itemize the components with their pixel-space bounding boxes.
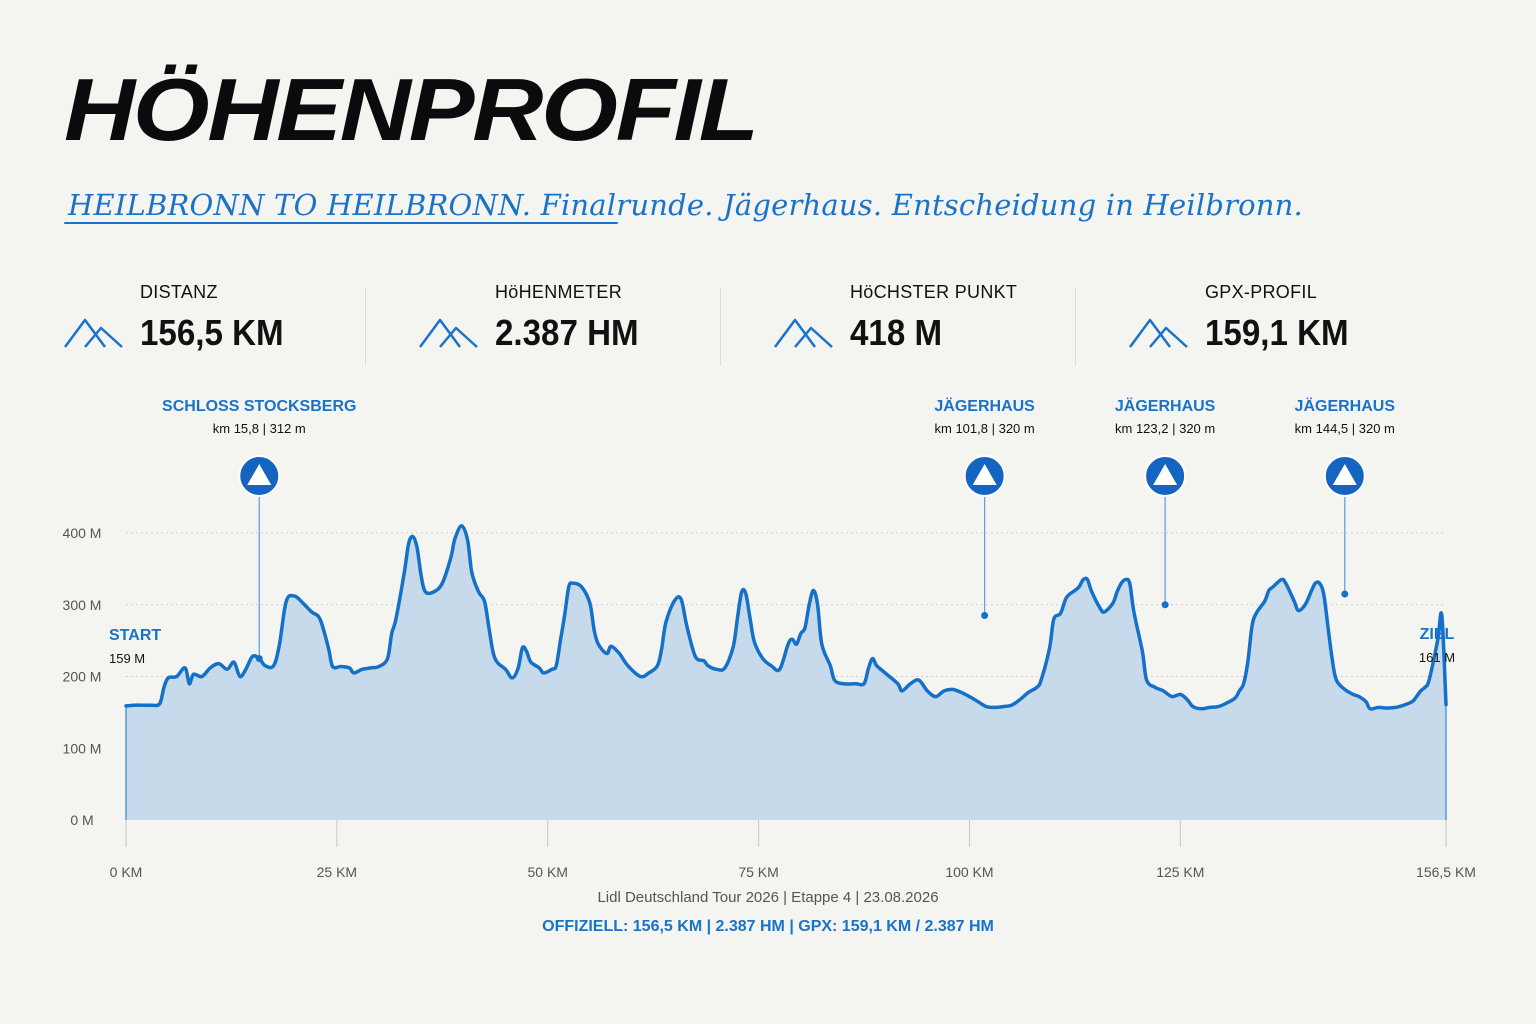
stats-bar: DISTANZ 156,5 KM HöHENMETER 2.387 HM HöC… (0, 278, 1536, 368)
stat-value: 156,5 KM (140, 312, 284, 353)
climb-point (981, 612, 989, 620)
mountain-icon (419, 318, 478, 348)
stat-divider (720, 288, 721, 366)
climb-point (255, 655, 263, 663)
y-tick-label: 0 M (70, 812, 93, 828)
triangle-icon (972, 464, 997, 485)
subtitle-underline (64, 222, 618, 224)
page-title: HÖHENPROFIL (64, 60, 759, 159)
mountain-icon (64, 318, 123, 348)
mountain-icon (1129, 318, 1188, 348)
y-tick-label: 100 M (63, 740, 102, 756)
x-tick-label: 156,5 KM (1416, 864, 1476, 880)
elevation-line (124, 524, 1448, 711)
y-tick-label: 300 M (63, 597, 102, 613)
y-tick-label: 400 M (63, 525, 102, 541)
finish-label: ZIEL (1420, 626, 1455, 643)
stat-label: DISTANZ (140, 282, 218, 302)
elevation-chart: 0 M 100 M 200 M 300 M 400 M 0 KM 25 KM 50 KM 75 … (63, 397, 1476, 880)
climb-point (1341, 590, 1349, 598)
x-tick-label: 75 KM (738, 864, 778, 880)
climb-name: JÄGERHAUS (934, 397, 1035, 415)
stat-value: 418 M (850, 312, 943, 353)
mountain-icon (774, 318, 833, 348)
x-tick-label: 100 KM (945, 864, 993, 880)
x-tick-label: 125 KM (1156, 864, 1204, 880)
climb-point (1161, 601, 1169, 609)
source-caption: Lidl Deutschland Tour 2026 | Etappe 4 | … (597, 889, 939, 906)
stat-distance: DISTANZ 156,5 KM (64, 278, 419, 366)
stat-label: HöCHSTER PUNKT (850, 282, 1018, 302)
stat-gpx-profile: GPX-PROFIL 159,1 KM (1129, 278, 1484, 366)
triangle-icon (1153, 464, 1178, 485)
stat-elevation-gain: HöHENMETER 2.387 HM (419, 278, 774, 366)
stat-highest-point: HöCHSTER PUNKT 418 M (774, 278, 1129, 366)
triangle-icon (1332, 464, 1357, 485)
finish-elevation-label: 161 M (1419, 650, 1455, 665)
x-tick-label: 0 KM (110, 864, 143, 880)
stat-value: 2.387 HM (495, 312, 639, 353)
stat-label: GPX-PROFIL (1205, 282, 1318, 302)
stat-divider (365, 288, 366, 366)
y-tick-label: 200 M (63, 669, 102, 685)
page-subtitle: HEILBRONN TO HEILBRONN. Finalrunde. Jäge… (68, 188, 1303, 222)
start-label: START (109, 627, 161, 644)
climb-name: JÄGERHAUS (1115, 397, 1216, 415)
climb-info: km 144,5 | 320 m (1295, 421, 1395, 436)
x-tick-label: 50 KM (527, 864, 567, 880)
climb-info: km 123,2 | 320 m (1115, 421, 1215, 436)
climb-info: km 15,8 | 312 m (213, 421, 306, 436)
official-stats: OFFIZIELL: 156,5 KM | 2.387 HM | GPX: 15… (542, 918, 994, 935)
triangle-icon (247, 464, 272, 485)
climb-name: JÄGERHAUS (1295, 397, 1396, 415)
start-elevation-label: 159 M (109, 651, 145, 666)
stat-value: 159,1 KM (1205, 312, 1349, 353)
climb-name: SCHLOSS STOCKSBERG (162, 398, 356, 415)
stat-divider (1075, 288, 1076, 366)
stat-label: HöHENMETER (495, 282, 623, 302)
elevation-area (126, 525, 1446, 820)
climb-info: km 101,8 | 320 m (935, 421, 1035, 436)
x-tick-label: 25 KM (317, 864, 357, 880)
